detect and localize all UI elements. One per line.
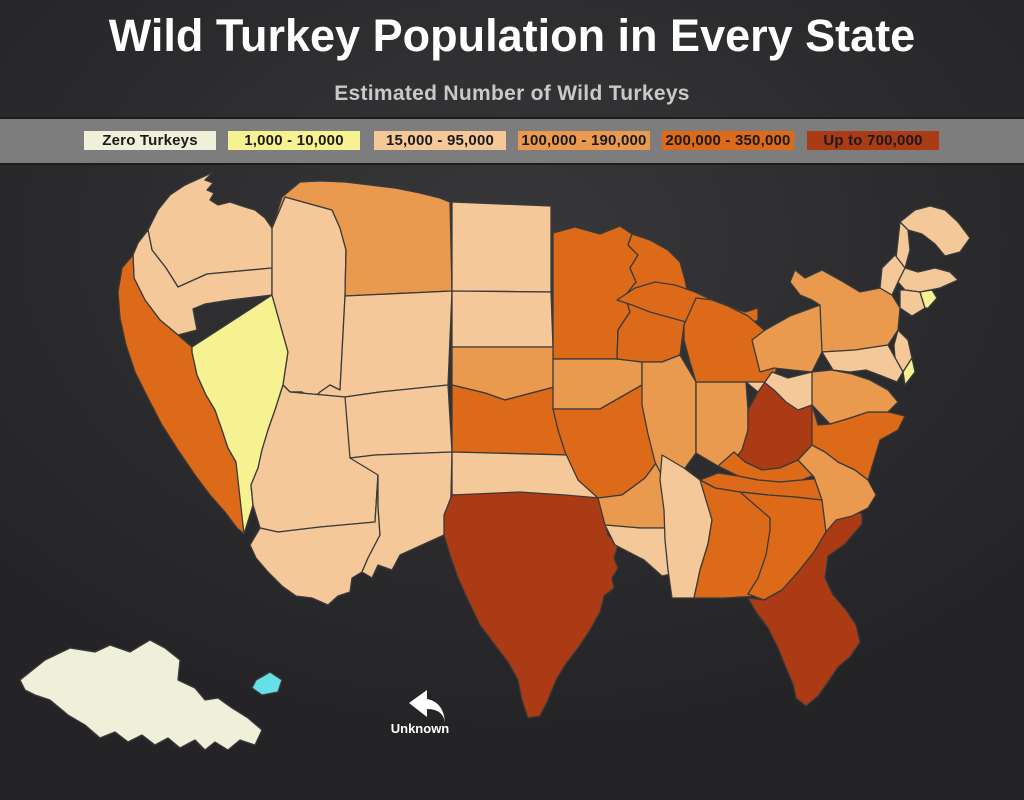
svg-text:Unknown: Unknown <box>391 721 450 736</box>
